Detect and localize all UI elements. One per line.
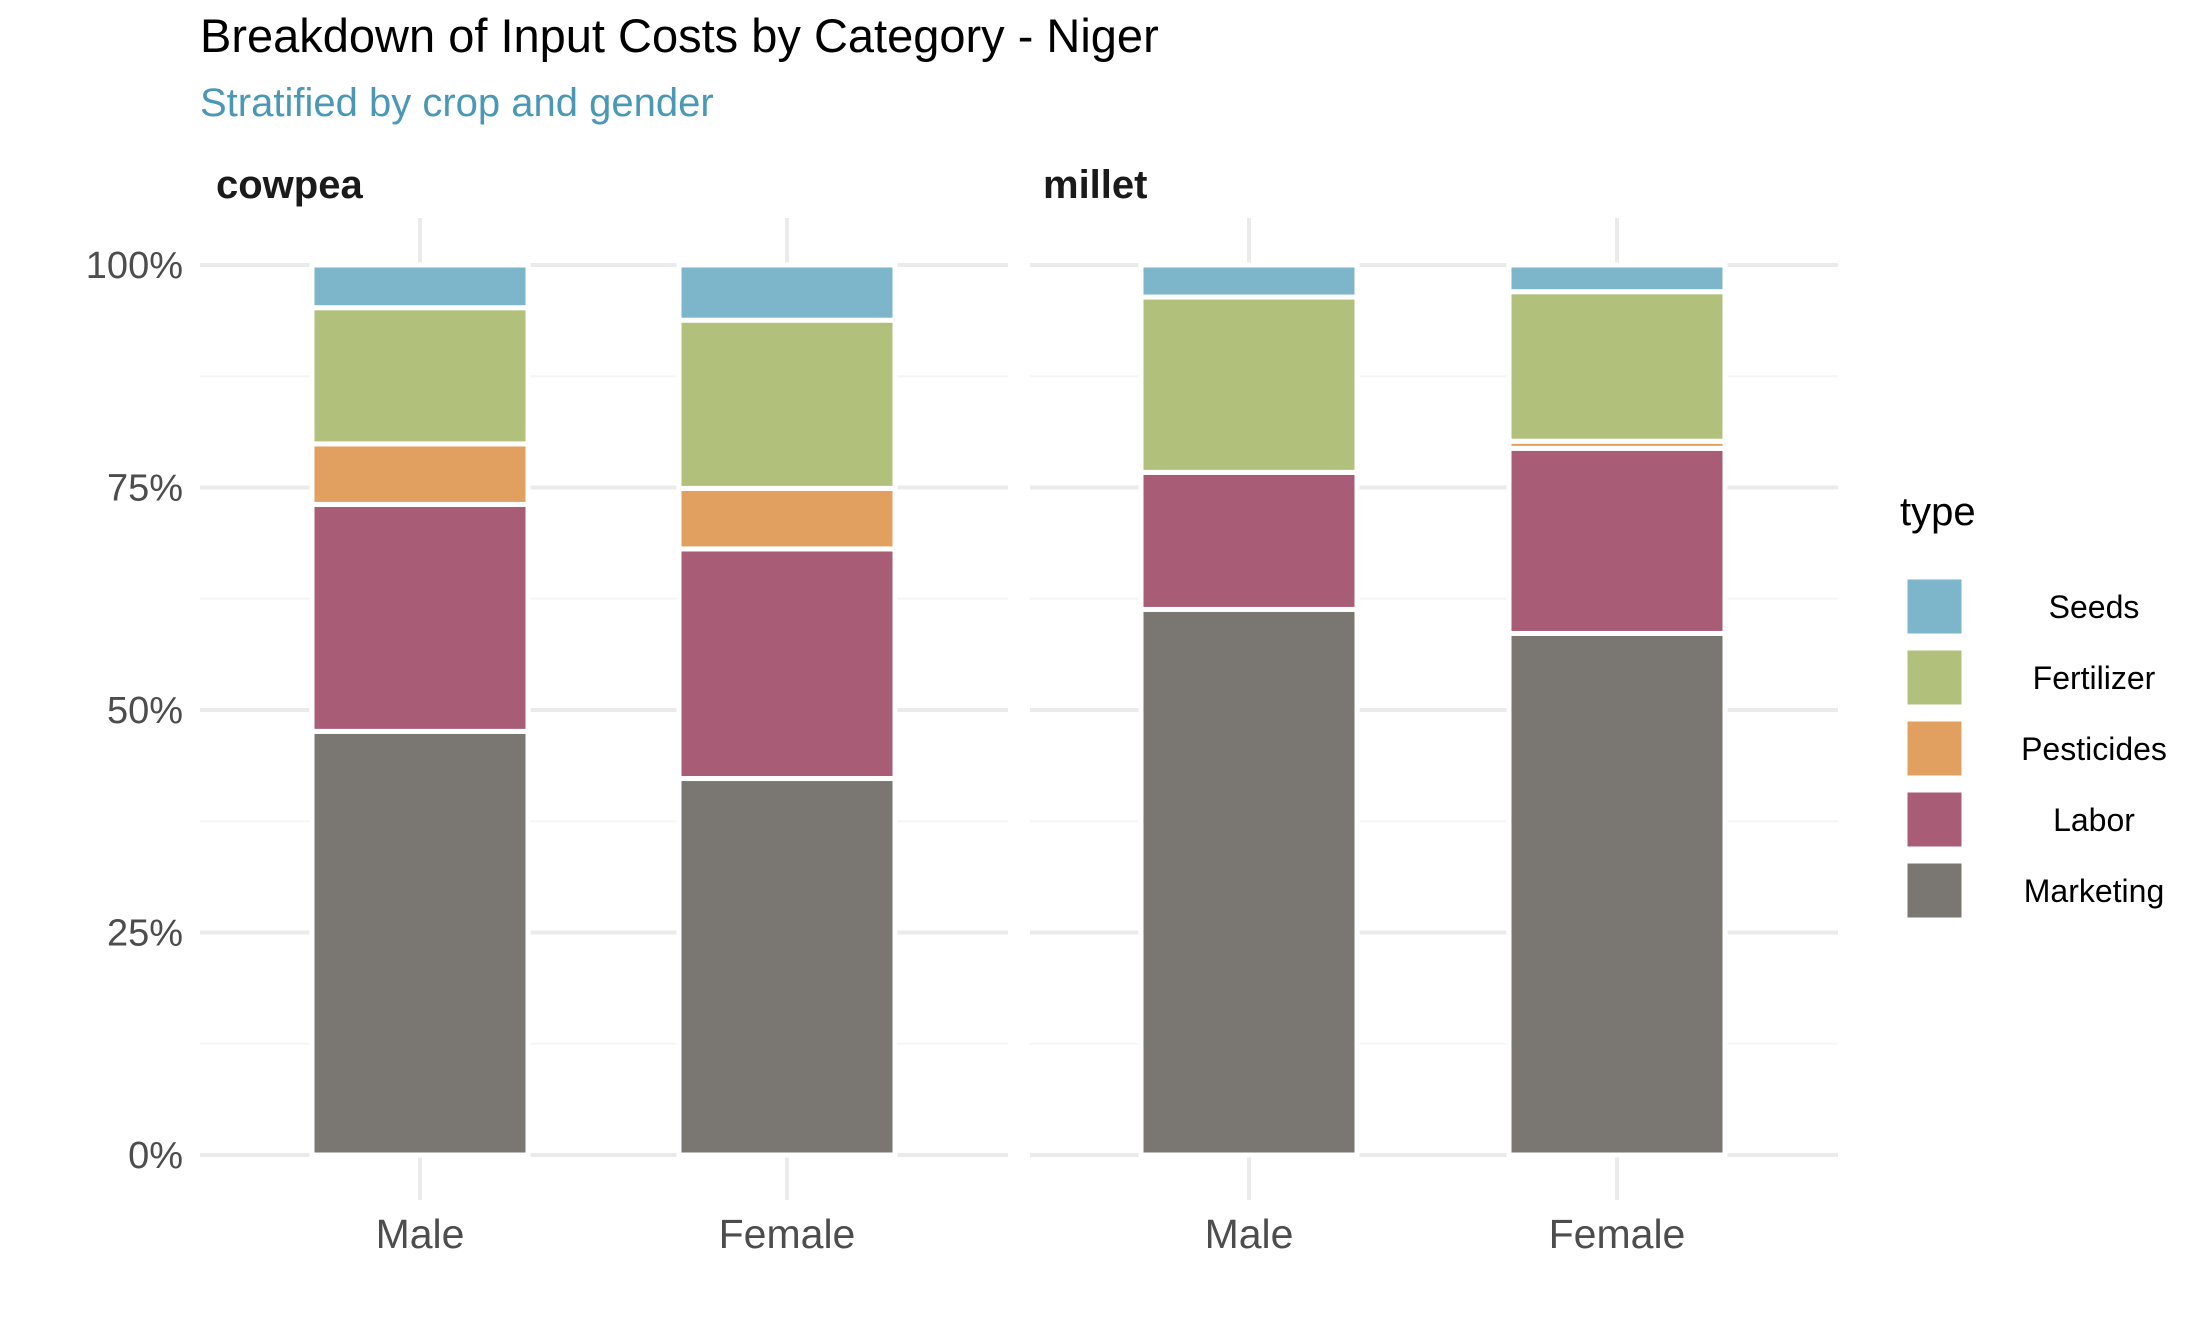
bar-segment-labor [676,546,898,782]
bar-segment-seeds [1506,262,1728,295]
bar-segment-fertilizer [676,317,898,491]
x-tick-label: Female [719,1211,856,1257]
facet-panel-cowpea: cowpea Male Female [200,163,1008,1257]
bar-segment-seeds [309,262,531,311]
bar-segment-fertilizer [1506,289,1728,444]
chart-subtitle: Stratified by crop and gender [200,81,714,125]
chart-title: Breakdown of Input Costs by Category - N… [200,9,1159,62]
bar-segment-marketing [676,776,898,1158]
bar-segment-fertilizer [309,305,531,447]
bar-segment-pesticides [309,441,531,507]
bar-segment-marketing [1506,630,1728,1158]
bar-segment-seeds [676,262,898,323]
legend-label: Pesticides [2021,731,2167,767]
bar-segment-seeds [1138,262,1360,300]
legend: type Seeds Fertilizer Pesticides Labor Market… [1900,490,2167,921]
bar-segment-pesticides [676,485,898,552]
x-tick-label: Female [1549,1211,1686,1257]
y-tick-label: 50% [107,690,183,732]
bar-segment-marketing [1138,606,1360,1158]
bar-segment-labor [1506,445,1728,636]
y-tick-label: 0% [128,1135,183,1177]
y-tick-label: 75% [107,468,183,510]
legend-label: Fertilizer [2033,660,2156,696]
facet-label: cowpea [216,163,363,207]
legend-swatch-fertilizer [1904,647,1965,708]
legend-swatch-labor [1904,789,1965,850]
legend-swatch-pesticides [1904,718,1965,779]
legend-swatch-seeds [1904,576,1965,637]
bar-segment-marketing [309,728,531,1158]
legend-label: Labor [2053,802,2135,838]
facet-label: millet [1043,163,1147,207]
y-tick-label: 25% [107,913,183,955]
legend-swatch-marketing [1904,860,1965,921]
facet-panel-millet: millet Male Female [1030,163,1838,1257]
x-tick-label: Male [376,1211,465,1257]
bar-segment-labor [1138,469,1360,612]
bar-segment-fertilizer [1138,294,1360,475]
legend-title: type [1900,490,1976,534]
bar-segment-labor [309,501,531,734]
legend-label: Seeds [2049,589,2140,625]
y-tick-label: 100% [86,245,183,287]
legend-label: Marketing [2024,873,2165,909]
x-tick-label: Male [1205,1211,1294,1257]
